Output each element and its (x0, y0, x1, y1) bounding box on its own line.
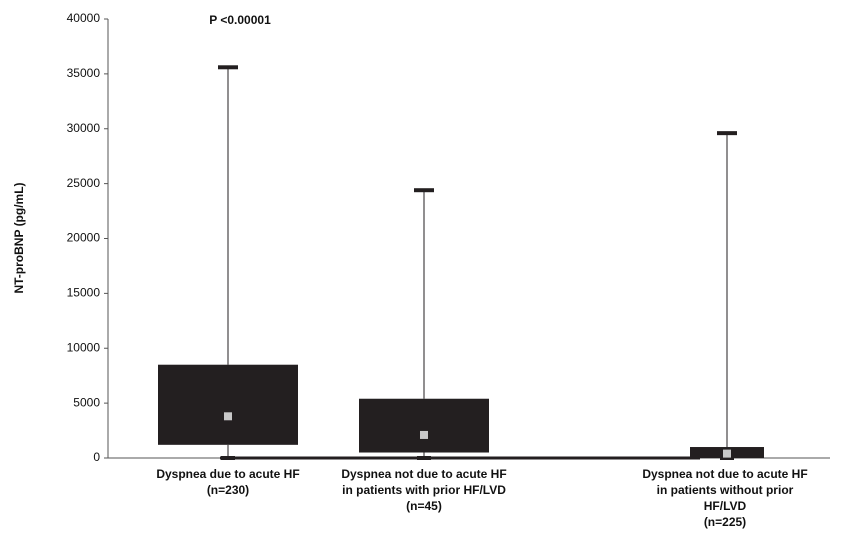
median-marker (420, 430, 428, 439)
x-tick-label: Dyspnea not due to acute HF (642, 467, 807, 481)
annotation: P <0.00001 (209, 13, 271, 27)
median-marker (224, 412, 232, 421)
x-tick-label: HF/LVD (704, 499, 747, 513)
whisker-cap (221, 456, 235, 460)
x-tick-label: in patients without prior (657, 483, 794, 497)
x-tick-label: (n=230) (207, 483, 249, 497)
y-tick-label: 10000 (67, 340, 101, 354)
y-tick-label: 25000 (67, 176, 101, 190)
median-marker (723, 449, 731, 458)
whisker-cap (417, 456, 431, 460)
whisker-cap (717, 131, 737, 136)
y-tick-label: 15000 (67, 286, 101, 300)
box (359, 398, 489, 453)
whisker-cap (414, 188, 434, 193)
x-tick-label: Dyspnea due to acute HF (156, 467, 299, 481)
whisker-cap (218, 65, 238, 70)
y-tick-label: 20000 (67, 231, 101, 245)
x-tick-label: (n=225) (704, 515, 746, 529)
y-axis-label: NT-proBNP (pg/mL) (12, 182, 26, 293)
y-tick-label: 40000 (67, 11, 101, 25)
y-tick-label: 5000 (73, 395, 100, 409)
x-tick-label: (n=45) (406, 499, 442, 513)
y-tick-label: 30000 (67, 121, 101, 135)
x-tick-label: Dyspnea not due to acute HF (341, 467, 506, 481)
x-tick-label: in patients with prior HF/LVD (342, 483, 506, 497)
y-tick-label: 35000 (67, 66, 101, 80)
y-tick-label: 0 (93, 450, 100, 464)
box (158, 364, 298, 445)
